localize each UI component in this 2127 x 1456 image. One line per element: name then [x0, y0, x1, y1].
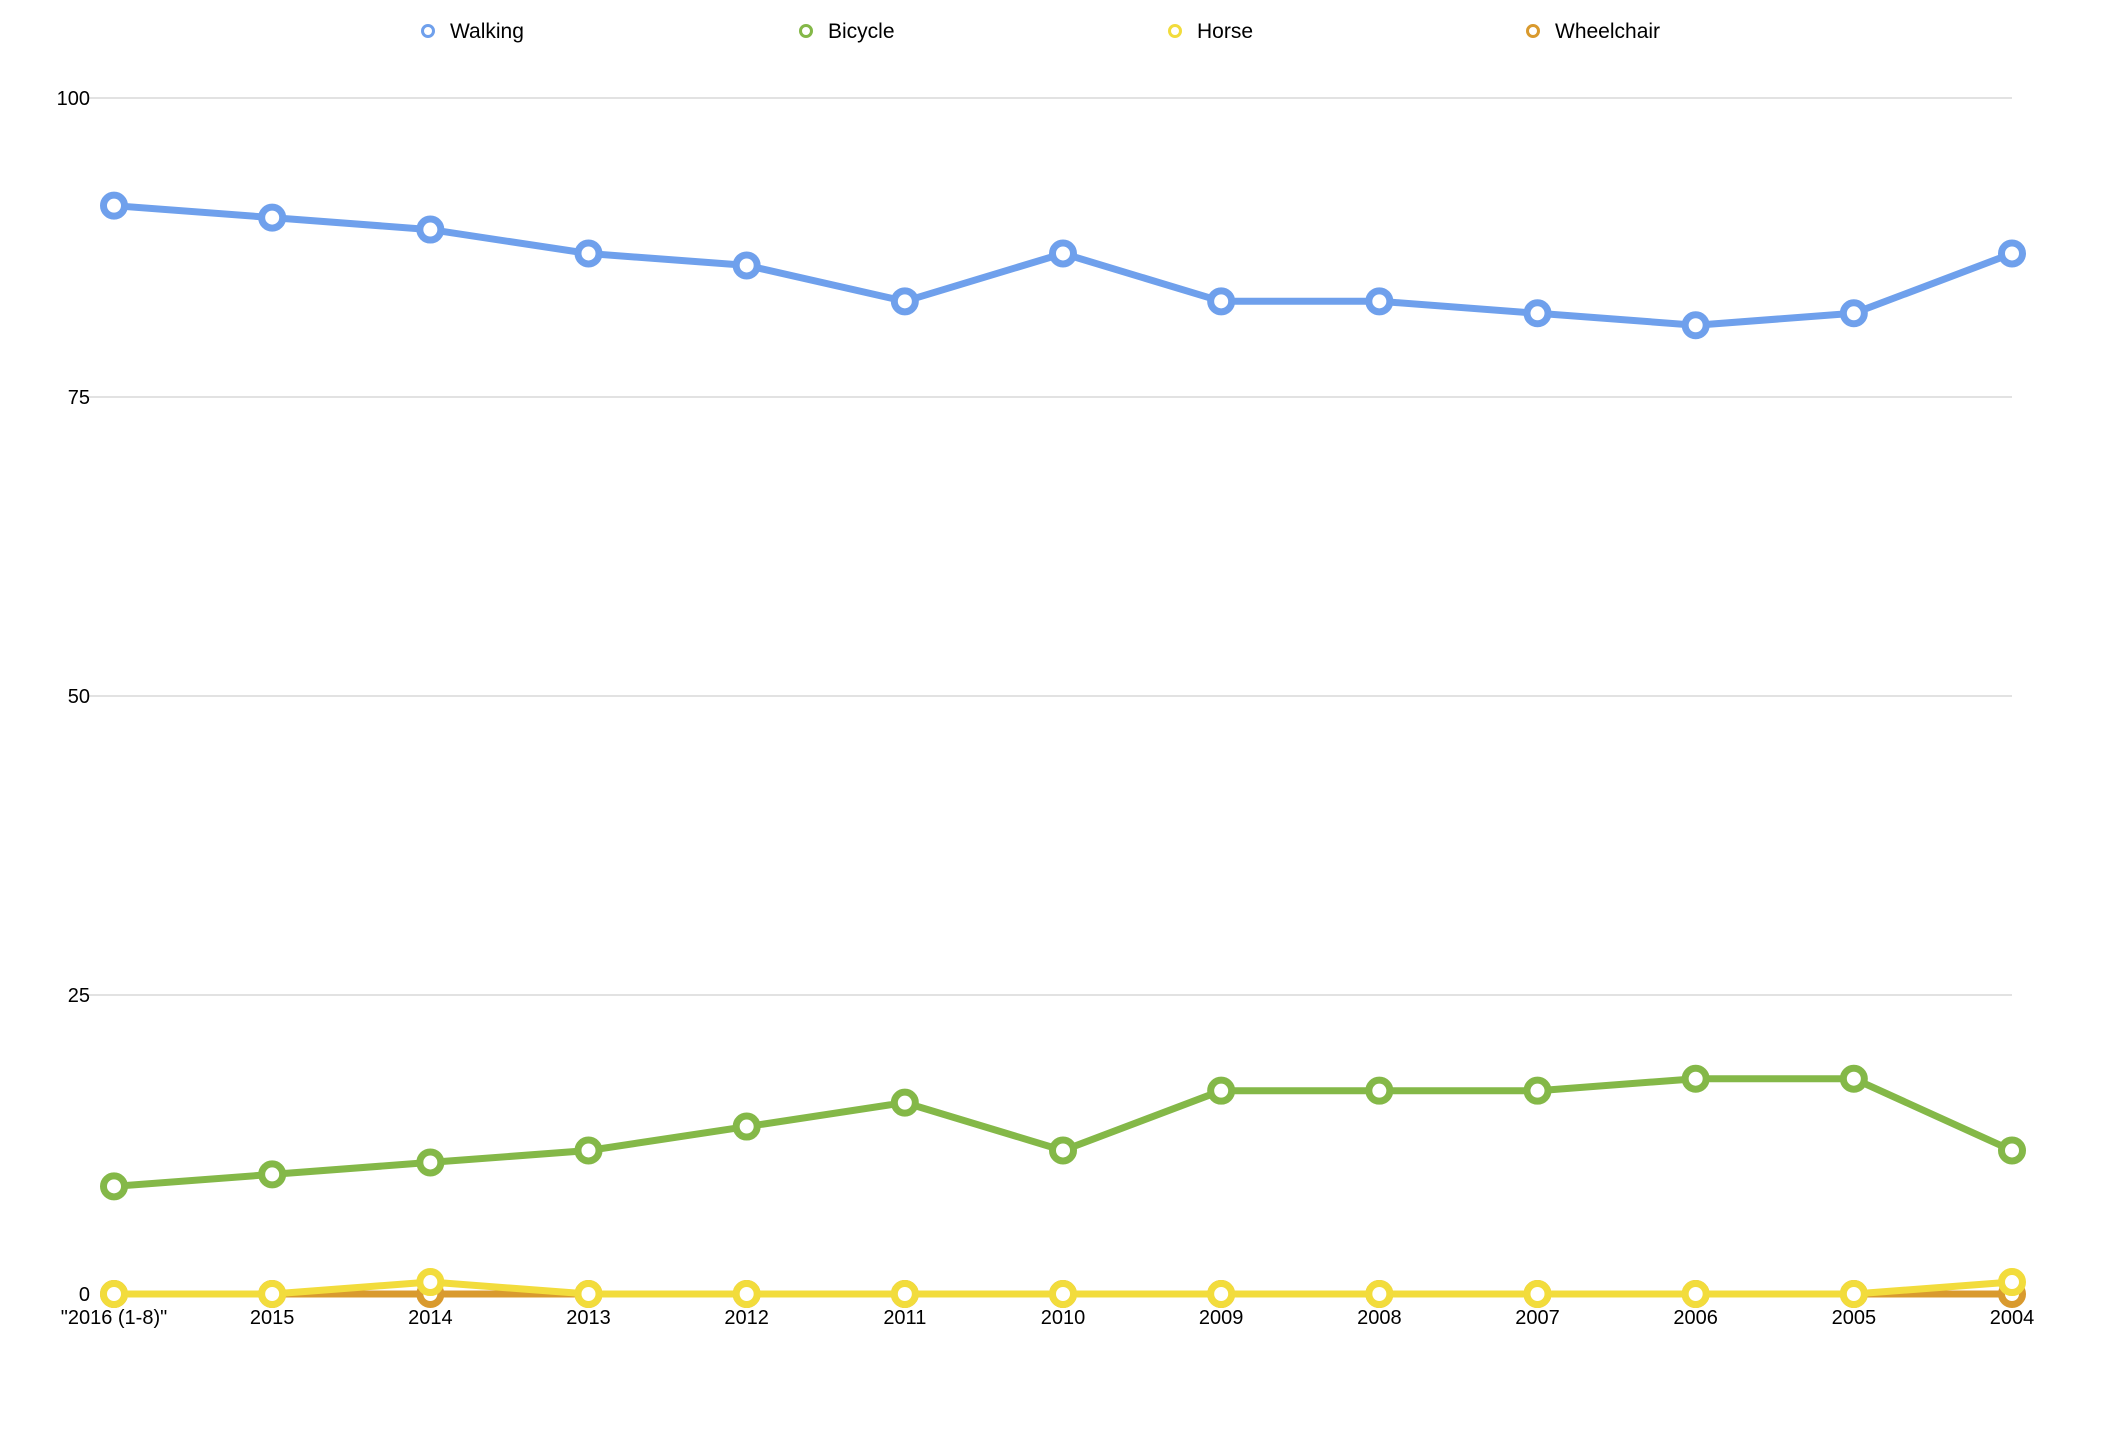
- x-tick-label: 2005: [1832, 1307, 1877, 1329]
- walking-point: [100, 191, 128, 220]
- x-tick-label: 2013: [566, 1307, 611, 1329]
- walking-point: [574, 239, 603, 268]
- legend-item-wheelchair: Wheelchair: [1526, 20, 1660, 43]
- y-tick-label: 75: [68, 387, 90, 409]
- horse-point: [1523, 1280, 1552, 1308]
- horse-point: [416, 1268, 445, 1297]
- legend: Walking Bicycle Horse Wheelchair: [421, 20, 1660, 43]
- series-horse: [100, 1268, 2026, 1308]
- legend-marker: [799, 24, 813, 38]
- bicycle-point: [416, 1148, 445, 1177]
- x-tick-label: 2010: [1041, 1307, 1086, 1329]
- legend-label: Horse: [1197, 20, 1253, 43]
- walking-point: [1365, 287, 1394, 316]
- x-tick-label: 2014: [408, 1307, 453, 1329]
- horse-point: [1839, 1280, 1868, 1308]
- horse-point: [100, 1280, 128, 1308]
- x-tick-label: 2012: [724, 1307, 769, 1329]
- horse-point: [258, 1280, 287, 1308]
- gridlines: [88, 97, 2012, 996]
- bicycle-point: [1998, 1136, 2026, 1165]
- bicycle-point: [732, 1112, 761, 1141]
- x-tick-label: 2011: [883, 1307, 926, 1329]
- walking-point: [732, 251, 761, 280]
- walking-point: [1839, 299, 1868, 328]
- bicycle-point: [100, 1172, 128, 1201]
- legend-label: Walking: [450, 20, 524, 43]
- walking-point: [258, 203, 287, 232]
- x-tick-label: 2009: [1199, 1307, 1244, 1329]
- horse-point: [1207, 1280, 1236, 1308]
- horse-point: [1998, 1268, 2026, 1297]
- legend-marker: [421, 24, 435, 38]
- walking-point: [1207, 287, 1236, 316]
- bicycle-line: [110, 1075, 2016, 1190]
- x-tick-label: "2016 (1-8)": [61, 1307, 167, 1329]
- x-tick-label: 2008: [1357, 1307, 1402, 1329]
- legend-item-walking: Walking: [421, 20, 524, 43]
- horse-point: [890, 1280, 919, 1308]
- horse-point: [1365, 1280, 1394, 1308]
- bicycle-point: [1839, 1064, 1868, 1093]
- bicycle-point: [1523, 1076, 1552, 1105]
- x-tick-label: 2004: [1990, 1307, 2035, 1329]
- legend-marker: [1168, 24, 1182, 38]
- x-axis-ticks: "2016 (1-8)" 2015 2014 2013 2012 2011 2010 2009…: [61, 1307, 2034, 1329]
- horse-point: [1681, 1280, 1710, 1308]
- horse-point: [574, 1280, 603, 1308]
- bicycle-point: [890, 1088, 919, 1117]
- walking-point: [416, 215, 445, 244]
- x-tick-label: 2006: [1673, 1307, 1718, 1329]
- y-tick-label: 25: [68, 985, 90, 1007]
- walking-point: [1523, 299, 1552, 328]
- legend-label: Bicycle: [828, 20, 895, 43]
- bicycle-point: [574, 1136, 603, 1165]
- legend-item-bicycle: Bicycle: [799, 20, 895, 43]
- legend-item-horse: Horse: [1168, 20, 1253, 43]
- bicycle-point: [258, 1160, 287, 1189]
- walking-point: [1049, 239, 1077, 268]
- bicycle-point: [1207, 1076, 1236, 1105]
- x-tick-label: 2007: [1515, 1307, 1560, 1329]
- legend-marker: [1526, 24, 1540, 38]
- x-tick-label: 2015: [250, 1307, 295, 1329]
- y-tick-label: 50: [68, 686, 90, 708]
- y-axis-ticks: 0 25 50 75 100: [57, 88, 90, 1306]
- series-lines: [100, 191, 2026, 1308]
- bicycle-point: [1365, 1076, 1394, 1105]
- horse-point: [732, 1280, 761, 1308]
- legend-label: Wheelchair: [1555, 20, 1660, 43]
- walking-point: [890, 287, 919, 316]
- series-bicycle: [100, 1064, 2026, 1201]
- horse-point: [1049, 1280, 1077, 1308]
- series-walking: [100, 191, 2026, 340]
- walking-point: [1998, 239, 2026, 268]
- bicycle-point: [1681, 1064, 1710, 1093]
- walking-point: [1681, 311, 1710, 340]
- y-tick-label: 100: [57, 88, 90, 110]
- bicycle-point: [1049, 1136, 1077, 1165]
- y-tick-label: 0: [79, 1284, 90, 1306]
